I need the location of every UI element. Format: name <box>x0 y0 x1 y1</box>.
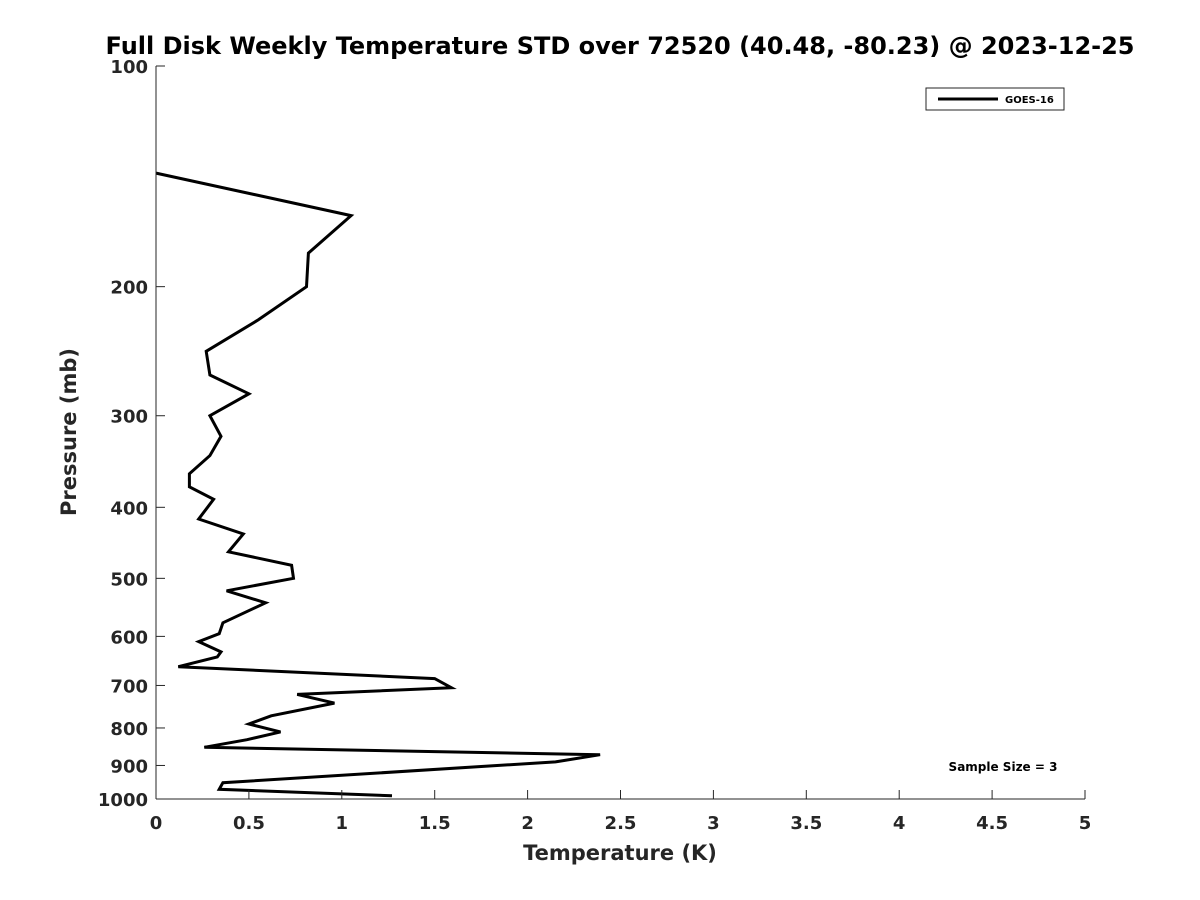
y-tick-label: 600 <box>110 627 148 648</box>
chart-title: Full Disk Weekly Temperature STD over 72… <box>106 32 1135 60</box>
y-tick-label: 100 <box>110 57 148 78</box>
legend-label: GOES-16 <box>1005 95 1054 106</box>
y-tick-label: 300 <box>110 407 148 428</box>
x-tick-label: 0.5 <box>233 813 265 834</box>
x-tick-label: 4.5 <box>976 813 1008 834</box>
plot-area <box>155 171 601 798</box>
series-line <box>155 171 601 798</box>
legend: GOES-16 <box>925 87 1065 111</box>
x-tick-label: 0 <box>150 813 163 834</box>
x-tick-label: 1.5 <box>419 813 451 834</box>
x-tick-label: 3.5 <box>790 813 822 834</box>
axes: 0 0.5 1 1.5 2 2.5 3 3.5 4 4.5 5 100 200 300 400 500 600 7… <box>98 57 1091 834</box>
x-tick-label: 2.5 <box>605 813 637 834</box>
y-tick-label: 1000 <box>98 790 148 811</box>
x-tick-label: 5 <box>1079 813 1092 834</box>
y-axis-label: Pressure (mb) <box>57 348 81 516</box>
y-tick-label: 700 <box>110 676 148 697</box>
x-tick-label: 1 <box>336 813 349 834</box>
y-tick-label: 900 <box>110 756 148 777</box>
sample-size-annotation: Sample Size = 3 <box>949 760 1058 774</box>
y-tick-label: 400 <box>110 498 148 519</box>
y-tick-label: 500 <box>110 569 148 590</box>
x-axis-label: Temperature (K) <box>523 841 717 865</box>
x-tick-label: 3 <box>707 813 720 834</box>
x-tick-label: 2 <box>521 813 534 834</box>
x-tick-label: 4 <box>893 813 906 834</box>
y-tick-label: 200 <box>110 278 148 299</box>
y-tick-label: 800 <box>110 719 148 740</box>
